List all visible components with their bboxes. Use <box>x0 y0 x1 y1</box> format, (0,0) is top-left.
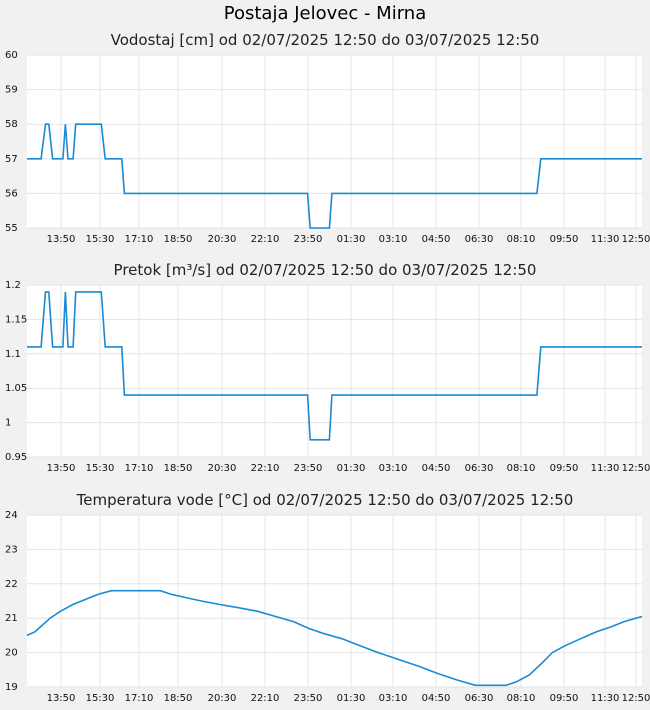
x-tick-label: 11:30 <box>591 463 620 474</box>
chart-3: 19 20 21 22 23 24 13:50 15:30 17:10 18:50 20:30 22:… <box>5 491 650 704</box>
x-tick-label: 22:10 <box>251 234 280 245</box>
x-tick-label: 09:50 <box>550 693 579 704</box>
y-tick-label: 22 <box>5 579 18 590</box>
chart-title: Pretok [m³/s] od 02/07/2025 12:50 do 03/… <box>114 261 537 279</box>
x-tick-label: 03:10 <box>379 234 408 245</box>
x-tick-label: 04:50 <box>422 463 451 474</box>
series-line <box>27 123 642 229</box>
x-tick-label: 03:10 <box>379 693 408 704</box>
x-tick-label: 08:10 <box>507 463 536 474</box>
y-tick-label: 20 <box>5 648 18 659</box>
y-tick-label: 1.1 <box>5 349 21 360</box>
y-tick-label: 1 <box>5 418 11 429</box>
series-line <box>26 589 643 687</box>
y-tick-label: 59 <box>5 85 18 96</box>
y-tick-label: 24 <box>5 510 18 521</box>
y-tick-label: 55 <box>5 223 18 234</box>
x-tick-label: 13:50 <box>47 693 76 704</box>
y-tick-label: 0.95 <box>5 452 27 463</box>
y-tick-label: 1.15 <box>5 314 27 325</box>
x-tick-label: 01:30 <box>337 234 366 245</box>
x-tick-label: 04:50 <box>422 693 451 704</box>
chart-2: 0.95 1 1.05 1.1 1.15 1.2 13:50 15:30 17:10 18:50 2… <box>5 261 650 474</box>
x-tick-label: 03:10 <box>379 463 408 474</box>
y-tick-label: 1.05 <box>5 383 27 394</box>
x-tick-label: 23:50 <box>294 693 323 704</box>
x-tick-label: 23:50 <box>294 463 323 474</box>
x-tick-label: 04:50 <box>422 234 451 245</box>
x-tick-label: 18:50 <box>164 234 193 245</box>
y-tick-label: 58 <box>5 119 18 130</box>
x-tick-label: 20:30 <box>208 463 237 474</box>
x-tick-label: 22:10 <box>251 693 280 704</box>
y-tick-label: 60 <box>5 50 18 61</box>
x-tick-label: 12:50 <box>622 463 650 474</box>
y-tick-label: 57 <box>5 154 18 165</box>
x-tick-label: 17:10 <box>125 463 154 474</box>
chart-title: Temperatura vode [°C] od 02/07/2025 12:5… <box>76 491 574 509</box>
x-tick-label: 13:50 <box>47 463 76 474</box>
x-tick-label: 12:50 <box>622 693 650 704</box>
x-tick-label: 23:50 <box>294 234 323 245</box>
series-line <box>27 291 642 441</box>
page-title: Postaja Jelovec - Mirna <box>223 3 427 24</box>
x-tick-label: 20:30 <box>208 234 237 245</box>
x-tick-label: 11:30 <box>591 234 620 245</box>
x-tick-label: 18:50 <box>164 693 193 704</box>
x-tick-label: 08:10 <box>507 234 536 245</box>
x-tick-label: 09:50 <box>550 463 579 474</box>
plot-area <box>27 285 642 457</box>
plot-area <box>27 515 642 687</box>
chart-title: Vodostaj [cm] od 02/07/2025 12:50 do 03/… <box>111 31 540 49</box>
x-tick-label: 09:50 <box>550 234 579 245</box>
y-tick-label: 23 <box>5 544 18 555</box>
x-tick-label: 12:50 <box>622 234 650 245</box>
x-tick-label: 15:30 <box>86 463 115 474</box>
x-tick-label: 13:50 <box>47 234 76 245</box>
x-tick-label: 06:30 <box>465 693 494 704</box>
x-tick-label: 20:30 <box>208 693 237 704</box>
x-tick-label: 15:30 <box>86 234 115 245</box>
x-tick-label: 22:10 <box>251 463 280 474</box>
x-tick-label: 18:50 <box>164 463 193 474</box>
y-tick-label: 19 <box>5 682 18 693</box>
x-tick-label: 08:10 <box>507 693 536 704</box>
x-tick-label: 11:30 <box>591 693 620 704</box>
y-tick-label: 56 <box>5 188 18 199</box>
y-tick-label: 21 <box>5 613 18 624</box>
x-tick-label: 06:30 <box>465 234 494 245</box>
x-tick-label: 17:10 <box>125 234 154 245</box>
x-tick-label: 06:30 <box>465 463 494 474</box>
y-tick-label: 1.2 <box>5 280 21 291</box>
x-tick-label: 01:30 <box>337 693 366 704</box>
x-tick-label: 15:30 <box>86 693 115 704</box>
plot-area <box>27 55 642 228</box>
x-tick-label: 01:30 <box>337 463 366 474</box>
x-tick-label: 17:10 <box>125 693 154 704</box>
chart-1: 55 56 57 58 59 60 13:50 15:30 17:10 18:50 20:30 22:… <box>5 31 650 245</box>
